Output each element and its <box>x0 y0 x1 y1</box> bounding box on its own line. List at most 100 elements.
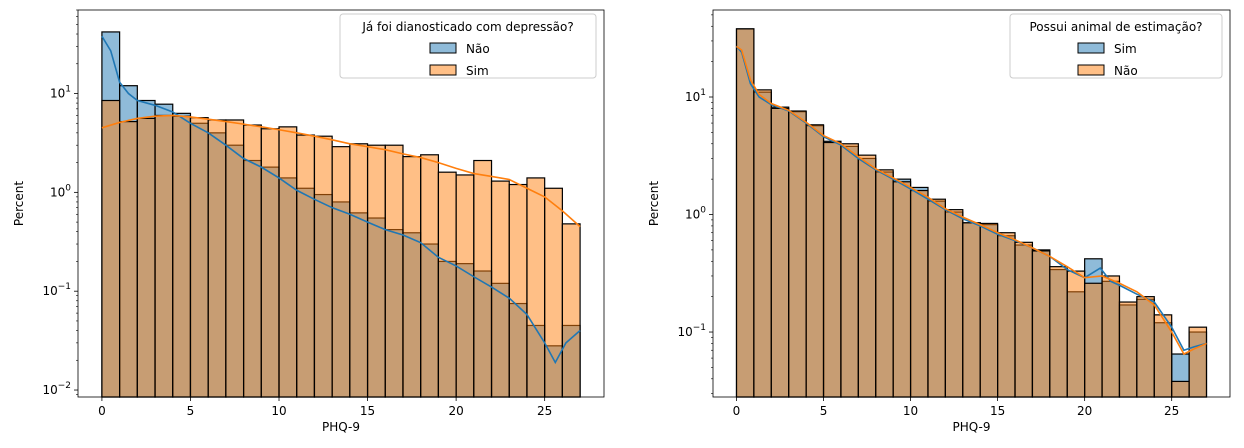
histogram-bar-sim-23 <box>508 183 528 398</box>
x-tick-label-0: 0 <box>733 404 741 418</box>
bars-group <box>101 31 581 398</box>
histogram-bar-sim-10 <box>278 126 298 398</box>
histogram-bar-sim-25 <box>544 187 563 398</box>
kde-line-1 <box>101 114 581 228</box>
histogram-bar-sim-24 <box>526 177 546 398</box>
histogram-bar-no-3 <box>788 110 807 398</box>
histogram-bar-no-12 <box>944 209 964 398</box>
histogram-bar-sim-19 <box>437 171 457 398</box>
histogram-bar-no-15 <box>997 232 1016 398</box>
histogram-bar-no-1 <box>753 89 772 398</box>
y-tick-exponent: 1 <box>65 85 71 95</box>
histogram-bar-no-8 <box>875 169 894 398</box>
legend-entry-0: Não <box>466 42 490 56</box>
histogram-bar-no-25 <box>1171 380 1190 398</box>
histogram-bar-sim-13 <box>331 146 351 398</box>
legend-swatch-0 <box>1077 42 1105 54</box>
histogram-bar-no-14 <box>979 222 999 398</box>
bars-group <box>735 28 1208 398</box>
x-tick-label-2: 10 <box>903 404 918 418</box>
histogram-bar-sim-7 <box>225 119 245 398</box>
histogram-bar-no-19 <box>1066 270 1086 398</box>
histogram-bar-no-2 <box>770 107 790 398</box>
histogram-bar-sim-15 <box>366 144 386 398</box>
histogram-bar-no-10 <box>909 189 929 398</box>
histogram-bar-sim-4 <box>172 115 192 398</box>
y-tick-base: 10 <box>50 185 65 199</box>
y-tick-exponent: −1 <box>58 282 71 292</box>
y-tick-label-1: 100 <box>685 206 706 222</box>
histogram-bar-sim-1 <box>119 120 138 398</box>
x-axis-label: PHQ-9 <box>322 420 360 434</box>
histogram-bar-sim-26 <box>561 223 581 398</box>
histogram-bar-sim-20 <box>455 174 475 398</box>
y-tick-label-0: 10−2 <box>42 381 71 397</box>
y-tick-base: 10 <box>677 325 692 339</box>
x-axis-label: PHQ-9 <box>952 420 990 434</box>
histogram-bar-sim-14 <box>349 143 369 398</box>
legend-swatch-1 <box>1077 64 1105 76</box>
x-tick-label-5: 25 <box>1164 404 1179 418</box>
x-tick-label-1: 5 <box>187 404 195 418</box>
y-tick-label-3: 101 <box>50 85 71 101</box>
y-tick-base: 10 <box>42 383 57 397</box>
y-tick-exponent: 0 <box>700 206 706 216</box>
histogram-bar-no-23 <box>1136 296 1155 398</box>
histogram-bar-no-5 <box>822 141 842 398</box>
legend-title: Possui animal de estimação? <box>1029 20 1202 34</box>
histogram-bar-no-9 <box>892 181 912 398</box>
histogram-bar-sim-17 <box>402 156 422 398</box>
histogram-bar-no-21 <box>1101 275 1121 398</box>
y-tick-exponent: 1 <box>700 88 706 98</box>
y-tick-base: 10 <box>50 87 65 101</box>
legend-swatch-1 <box>429 64 457 76</box>
histogram-bar-sim-3 <box>154 114 174 398</box>
legend-title: Já foi dianosticado com depressão? <box>361 20 573 34</box>
histogram-bar-no-11 <box>927 198 946 398</box>
histogram-bar-no-18 <box>1049 266 1068 398</box>
y-tick-label-1: 10−1 <box>42 282 71 298</box>
histogram-bar-no-20 <box>1084 282 1103 398</box>
histogram-bar-sim-18 <box>420 154 440 398</box>
histogram-bar-no-26 <box>1188 326 1208 398</box>
x-tick-label-3: 15 <box>990 404 1005 418</box>
histogram-bar-sim-6 <box>207 119 227 398</box>
legend: Já foi dianosticado com depressão? Não Sim <box>339 13 597 79</box>
histogram-bar-sim-0 <box>101 99 121 398</box>
histogram-bar-no-17 <box>1031 250 1051 398</box>
x-tick-label-0: 0 <box>98 404 106 418</box>
legend-box <box>1009 13 1223 79</box>
y-tick-base: 10 <box>685 90 700 104</box>
y-axis-label: Percent <box>12 181 26 226</box>
legend: Possui animal de estimação? Sim Não <box>1009 13 1223 79</box>
axes-frame <box>77 9 605 398</box>
y-axis-label: Percent <box>647 181 661 226</box>
histogram-bar-no-22 <box>1118 301 1138 398</box>
axes-frame <box>712 9 1231 398</box>
histogram-bar-sim-16 <box>384 144 404 398</box>
legend-entry-0: Sim <box>1114 42 1137 56</box>
kde-line-1 <box>736 45 1207 356</box>
histogram-bar-no-6 <box>840 143 859 398</box>
x-tick-label-2: 10 <box>271 404 286 418</box>
histogram-bar-sim-11 <box>296 134 316 398</box>
x-tick-label-3: 15 <box>360 404 375 418</box>
histogram-bar-no-13 <box>962 222 981 398</box>
y-tick-exponent: −2 <box>58 381 71 391</box>
histogram-bar-sim-2 <box>136 117 156 398</box>
kde-line-0 <box>101 35 581 365</box>
y-tick-label-0: 10−1 <box>677 323 706 339</box>
x-tick-label-1: 5 <box>820 404 828 418</box>
legend-swatch-0 <box>429 42 457 54</box>
y-tick-exponent: 0 <box>65 183 71 193</box>
histogram-bar-sim-12 <box>313 135 333 398</box>
y-tick-label-2: 100 <box>50 183 71 199</box>
histogram-bar-no-7 <box>857 154 877 398</box>
x-tick-label-5: 25 <box>537 404 552 418</box>
y-tick-base: 10 <box>42 284 57 298</box>
legend-entry-1: Sim <box>466 64 489 78</box>
x-tick-label-4: 20 <box>1077 404 1092 418</box>
x-tick-label-4: 20 <box>448 404 463 418</box>
